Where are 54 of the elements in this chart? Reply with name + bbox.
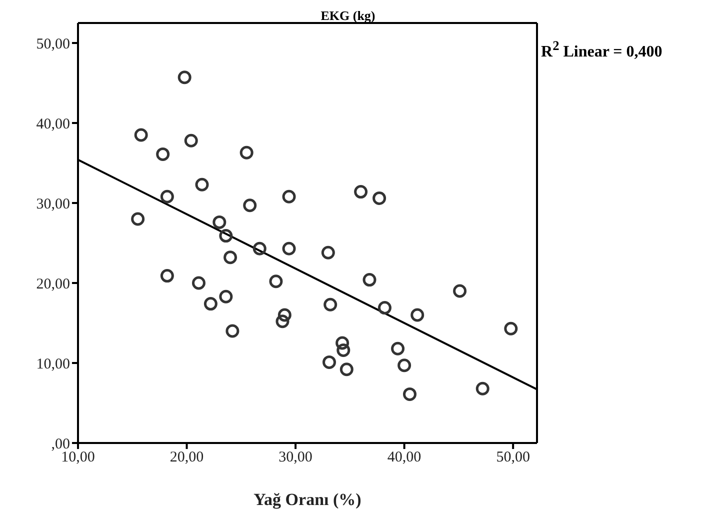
y-tick-label: ,00 xyxy=(51,436,70,452)
point xyxy=(269,274,283,288)
point xyxy=(243,198,257,212)
point xyxy=(282,242,296,256)
point xyxy=(160,269,174,283)
y-tick-label: 40,00 xyxy=(36,116,70,132)
point xyxy=(212,215,226,229)
point xyxy=(398,358,412,372)
point xyxy=(192,276,206,290)
point xyxy=(178,70,192,84)
x-tick-label: 50,00 xyxy=(496,450,530,466)
point xyxy=(372,191,386,205)
x-tick-label: 40,00 xyxy=(387,450,422,466)
point xyxy=(252,242,266,256)
point xyxy=(219,229,233,243)
point xyxy=(476,382,490,396)
point xyxy=(336,336,350,350)
point xyxy=(219,290,233,304)
point xyxy=(378,301,392,315)
x-tick-label: 30,00 xyxy=(278,450,312,466)
chart-title: EKG (kg) xyxy=(320,8,376,23)
point xyxy=(282,190,296,204)
point xyxy=(321,246,335,260)
point xyxy=(160,190,174,204)
point xyxy=(322,355,336,369)
x-axis-title: Yağ Oranı (%) xyxy=(254,490,362,509)
y-tick-label: 10,00 xyxy=(36,356,70,372)
point xyxy=(240,146,254,160)
x-tick-label: 20,00 xyxy=(170,450,204,466)
point xyxy=(453,284,467,298)
y-tick-label: 50,00 xyxy=(36,36,70,52)
point xyxy=(324,298,338,312)
point xyxy=(354,185,368,199)
point xyxy=(391,342,405,356)
point xyxy=(276,314,290,328)
y-tick-label: 20,00 xyxy=(36,276,70,292)
point xyxy=(504,322,518,336)
point xyxy=(278,308,292,322)
point xyxy=(336,343,350,357)
x-tick-label: 10,00 xyxy=(61,450,95,466)
point xyxy=(204,297,218,311)
point xyxy=(340,362,354,376)
point xyxy=(402,387,416,401)
y-tick-label: 30,00 xyxy=(36,196,70,212)
point xyxy=(156,147,170,161)
r-squared-note: R$^{2}$ Linear = 0,400 xyxy=(541,38,662,62)
point xyxy=(226,324,240,338)
point xyxy=(224,250,238,264)
point xyxy=(362,273,376,287)
point xyxy=(184,134,198,148)
point xyxy=(195,178,209,192)
point xyxy=(134,128,148,142)
point xyxy=(131,212,145,226)
point xyxy=(410,308,424,322)
